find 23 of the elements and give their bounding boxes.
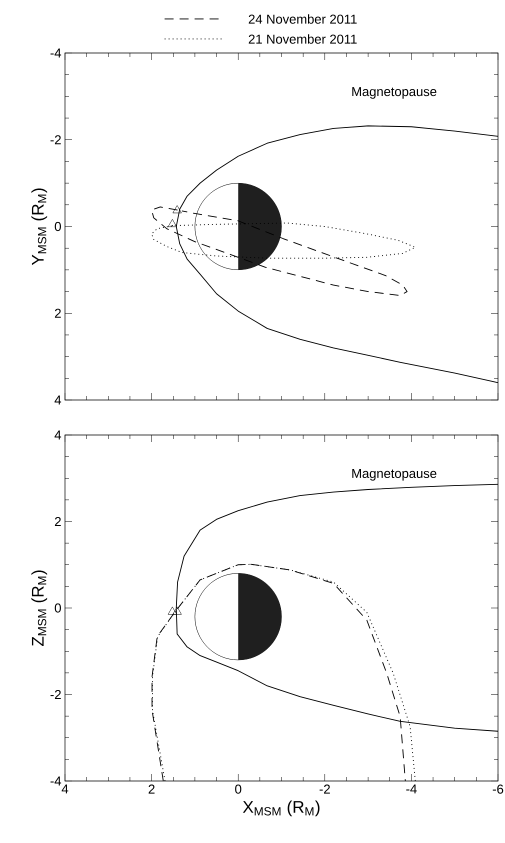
y-tick-label: 0	[54, 222, 61, 232]
y-tick-label: 2	[54, 308, 61, 318]
x-tick-label: 0	[235, 784, 242, 794]
annotation: Magnetopause	[352, 469, 436, 481]
x-tick-label: 4	[62, 784, 68, 794]
y-tick-label: -2	[50, 135, 61, 144]
y-tick-label: 0	[54, 603, 61, 613]
x-axis-title: X$_{MSM}$ (R$_{M}$)	[242, 800, 320, 816]
x-tick-label: -6	[492, 784, 504, 794]
legend-label: 24 November 2011	[248, 14, 357, 24]
y-tick-label: -4	[50, 776, 62, 786]
y-tick-label: 4	[54, 396, 62, 404]
y-axis-title: Z$_{MSM}$ (R$_{M}$)	[31, 570, 48, 646]
y-tick-label: -2	[50, 690, 61, 700]
y-tick-label: -4	[50, 48, 62, 58]
x-tick-label: -4	[406, 784, 417, 794]
legend-label: 21 November 2011	[248, 34, 357, 44]
y-tick-label: 2	[54, 516, 61, 526]
y-tick-label: 4	[54, 430, 62, 440]
x-tick-label: 2	[148, 784, 155, 794]
annotation: Magnetopause	[352, 87, 436, 99]
x-tick-label: -2	[320, 784, 330, 794]
y-axis-title: Y$_{MSM}$ (R$_{M}$)	[31, 188, 48, 266]
